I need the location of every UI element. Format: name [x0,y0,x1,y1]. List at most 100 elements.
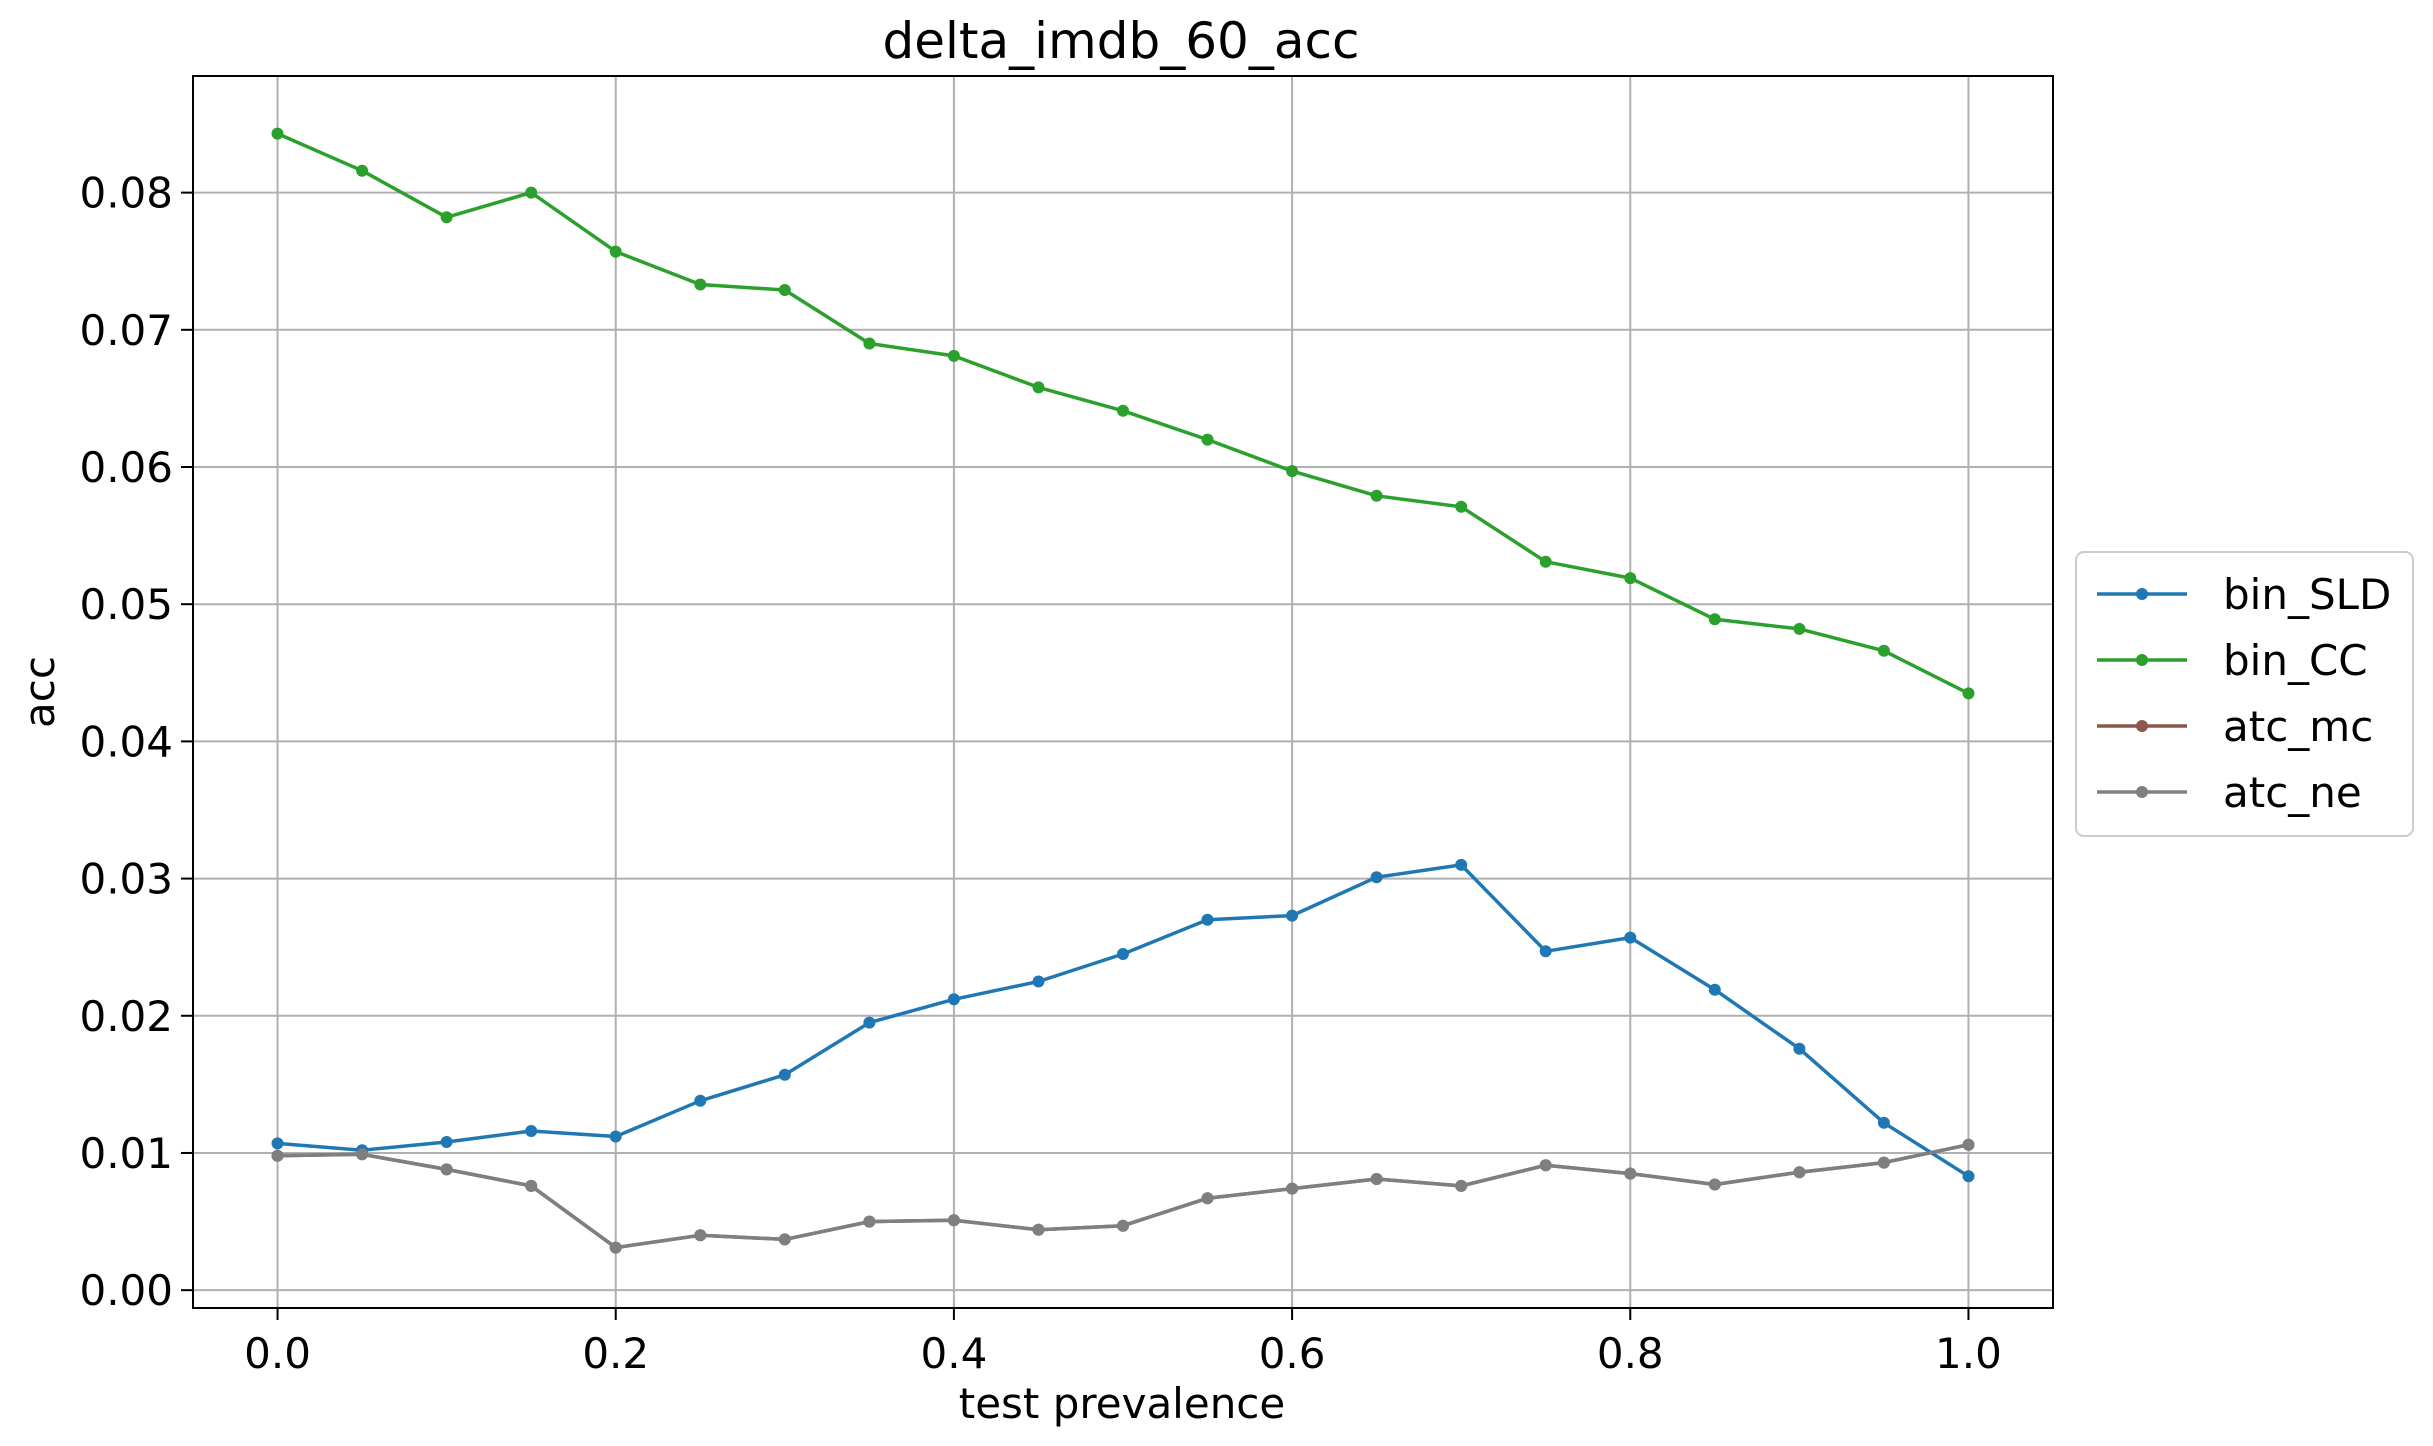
data-point-bin_SLD [609,1130,622,1143]
data-point-bin_CC [1539,555,1552,568]
data-point-atc_ne [863,1215,876,1228]
legend-swatch-marker [2136,654,2148,666]
legend-swatch-marker [2136,786,2148,798]
data-point-bin_CC [778,284,791,296]
data-point-atc_ne [1032,1223,1045,1236]
x-tick-label: 0.6 [1259,1329,1326,1378]
data-point-bin_SLD [947,993,960,1006]
data-point-bin_CC [271,127,284,140]
legend-frame [2075,551,2414,837]
data-point-atc_ne [947,1214,960,1227]
x-tick-label: 0.8 [1597,1329,1664,1378]
data-point-bin_CC [1032,381,1045,394]
data-point-atc_ne [1370,1173,1383,1185]
data-point-atc_ne [1286,1182,1299,1195]
data-point-bin_CC [1793,622,1806,635]
y-tick-label: 0.07 [79,306,173,355]
data-point-bin_CC [947,349,960,362]
y-axis-label: acc [15,656,64,728]
data-point-atc_ne [1793,1166,1806,1179]
legend-label: bin_SLD [2223,570,2391,619]
data-point-atc_ne [525,1179,538,1192]
data-point-bin_SLD [1455,858,1468,871]
legend: bin_SLD bin_CC atc_mc atc_ne [2075,551,2414,837]
data-point-atc_ne [1201,1192,1214,1205]
data-point-atc_ne [1624,1167,1637,1180]
y-tick-label: 0.03 [79,855,173,904]
data-point-bin_SLD [1877,1116,1890,1129]
data-point-bin_CC [525,186,538,199]
data-point-bin_CC [1624,572,1637,585]
data-point-bin_CC [1877,644,1890,657]
x-tick-label: 0.0 [244,1329,311,1378]
legend-item-bin_CC: bin_CC [2097,636,2368,685]
data-point-atc_ne [1962,1138,1975,1151]
data-point-bin_CC [1286,465,1299,478]
data-point-atc_ne [1877,1156,1890,1169]
data-point-bin_CC [356,164,369,177]
y-tick-label: 0.08 [79,169,173,218]
data-point-atc_ne [778,1233,791,1246]
data-point-bin_CC [863,337,876,350]
data-point-bin_CC [1370,489,1383,502]
x-tick-label: 0.4 [921,1329,988,1378]
data-point-bin_SLD [1370,871,1383,884]
legend-label: bin_CC [2223,636,2368,685]
data-point-bin_SLD [1201,913,1214,926]
data-point-bin_SLD [1286,909,1299,922]
legend-swatch-marker [2136,588,2148,600]
x-axis-ticks: 0.0 0.2 0.4 0.6 0.8 1.0 [244,1308,2002,1378]
data-point-bin_SLD [1539,945,1552,958]
data-point-atc_ne [1708,1178,1721,1191]
data-point-bin_SLD [1708,983,1721,996]
x-tick-label: 1.0 [1935,1329,2002,1378]
y-tick-label: 0.00 [79,1266,173,1315]
data-point-bin_CC [1708,613,1721,626]
data-point-bin_SLD [271,1137,284,1150]
data-point-atc_ne [609,1241,622,1254]
series-bin_SLD [271,858,1975,1183]
data-point-bin_SLD [1793,1042,1806,1055]
data-point-bin_CC [694,278,707,291]
y-tick-label: 0.02 [79,992,173,1041]
chart-title: delta_imdb_60_acc [883,12,1360,70]
y-tick-label: 0.05 [79,580,173,629]
x-axis-label: test prevalence [959,1379,1286,1428]
data-point-atc_ne [1117,1219,1129,1232]
series-atc_ne [271,1138,1975,1254]
legend-label: atc_ne [2223,768,2362,817]
y-tick-label: 0.04 [79,717,173,766]
series-layer [271,127,1975,1254]
data-point-bin_SLD [1032,975,1045,988]
legend-item-bin_SLD: bin_SLD [2097,570,2391,619]
legend-label: atc_mc [2223,702,2373,751]
data-point-bin_SLD [440,1136,453,1148]
data-point-atc_ne [694,1229,707,1242]
plot-area-frame [192,75,2054,1309]
data-point-bin_CC [1455,500,1468,513]
data-point-bin_CC [1962,687,1975,700]
data-point-atc_ne [1455,1179,1468,1192]
data-point-bin_SLD [525,1125,538,1137]
data-point-atc_ne [356,1148,369,1161]
legend-item-atc_ne: atc_ne [2097,768,2362,817]
data-point-bin_CC [609,245,622,258]
data-point-bin_SLD [1962,1170,1975,1183]
data-point-bin_SLD [778,1068,791,1081]
x-tick-label: 0.2 [582,1329,649,1378]
legend-item-atc_mc: atc_mc [2097,702,2373,751]
y-tick-label: 0.01 [79,1129,173,1178]
data-point-bin_SLD [1624,931,1637,944]
y-axis-ticks: 0.00 0.01 0.02 0.03 0.04 0.05 0.06 0.07 0.08 [79,169,193,1315]
data-point-bin_SLD [863,1016,876,1029]
data-point-bin_CC [1117,404,1129,417]
series-bin_CC [271,127,1975,700]
legend-swatch-marker [2136,720,2148,732]
data-point-bin_CC [1201,433,1214,446]
data-point-atc_ne [271,1149,284,1162]
y-tick-label: 0.06 [79,443,173,492]
data-point-bin_SLD [694,1094,707,1107]
data-point-atc_ne [1539,1159,1552,1172]
